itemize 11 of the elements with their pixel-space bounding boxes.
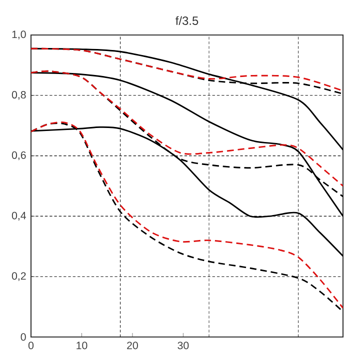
chart-title: f/3.5: [176, 16, 198, 25]
y-tick-label: 0,8: [12, 91, 26, 100]
x-tick-label: 10: [76, 342, 88, 350]
y-tick-label: 0: [20, 333, 26, 341]
y-tick-label: 0,2: [12, 272, 26, 281]
y-tick-label: 1,0: [12, 30, 26, 40]
x-tick-label: 30: [178, 342, 189, 350]
y-tick-label: 0,6: [12, 151, 26, 160]
x-tick-label: 20: [127, 342, 138, 350]
y-tick-label: 0,4: [12, 212, 26, 221]
x-tick-label: 0: [28, 342, 34, 350]
